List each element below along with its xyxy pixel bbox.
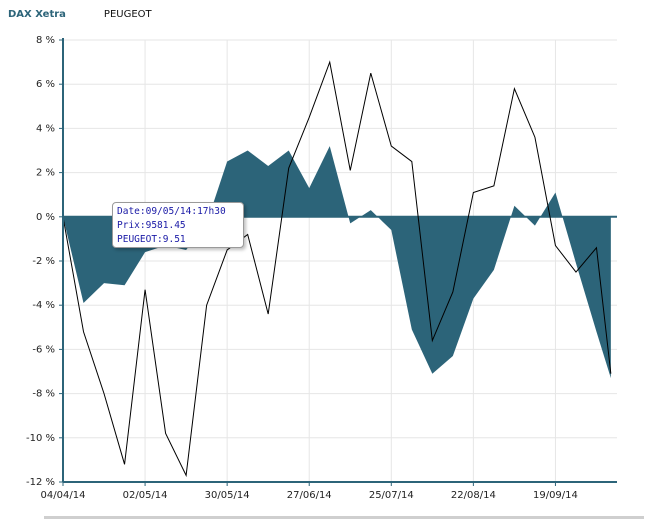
- y-tick-label: -10 %: [26, 433, 55, 444]
- x-tick-label: 02/05/14: [123, 490, 168, 501]
- y-tick-label: -2 %: [32, 256, 55, 267]
- chart-axes: [62, 38, 617, 483]
- x-axis-ticks: 04/04/14 02/05/14 30/05/14 27/06/14 25/07/14…: [41, 482, 578, 501]
- tooltip-price: Prix:9581.45: [117, 220, 186, 231]
- x-tick-label: 27/06/14: [287, 490, 332, 501]
- tooltip-peugeot: PEUGEOT:9.51: [117, 234, 186, 245]
- dax-area-series: [63, 146, 611, 379]
- legend-peugeot[interactable]: PEUGEOT: [103, 8, 152, 20]
- y-axis-ticks: 8 % 6 % 4 % 2 % 0 % -2 % -4 % -6 % -8 % -10 % -12 …: [26, 35, 63, 488]
- tooltip-date: Date:09/05/14:17h30: [117, 206, 226, 217]
- grid-lines: [62, 39, 617, 483]
- y-tick-label: 0 %: [36, 212, 55, 223]
- y-tick-label: 8 %: [36, 35, 55, 46]
- x-tick-label: 25/07/14: [369, 490, 414, 501]
- x-tick-label: 19/09/14: [533, 490, 578, 501]
- peugeot-line: [62, 60, 612, 478]
- y-tick-label: -4 %: [32, 300, 55, 311]
- hover-tooltip: Date:09/05/14:17h30 Prix:9581.45 PEUGEOT…: [112, 202, 244, 248]
- y-tick-label: -8 %: [32, 389, 55, 400]
- x-tick-label: 04/04/14: [41, 490, 86, 501]
- x-tick-label: 22/08/14: [451, 490, 496, 501]
- y-tick-label: 4 %: [36, 123, 55, 134]
- y-tick-label: -12 %: [26, 477, 55, 488]
- y-tick-label: 6 %: [36, 79, 55, 90]
- dax-area: [63, 146, 611, 379]
- y-tick-label: -6 %: [32, 344, 55, 355]
- y-tick-label: 2 %: [36, 168, 55, 179]
- legend-dax-xetra[interactable]: DAX Xetra: [8, 8, 66, 20]
- horizontal-scrollbar[interactable]: [44, 516, 644, 519]
- x-tick-label: 30/05/14: [205, 490, 250, 501]
- peugeot-line-series: [62, 60, 612, 478]
- chart-legend: DAX Xetra PEUGEOT: [8, 6, 152, 22]
